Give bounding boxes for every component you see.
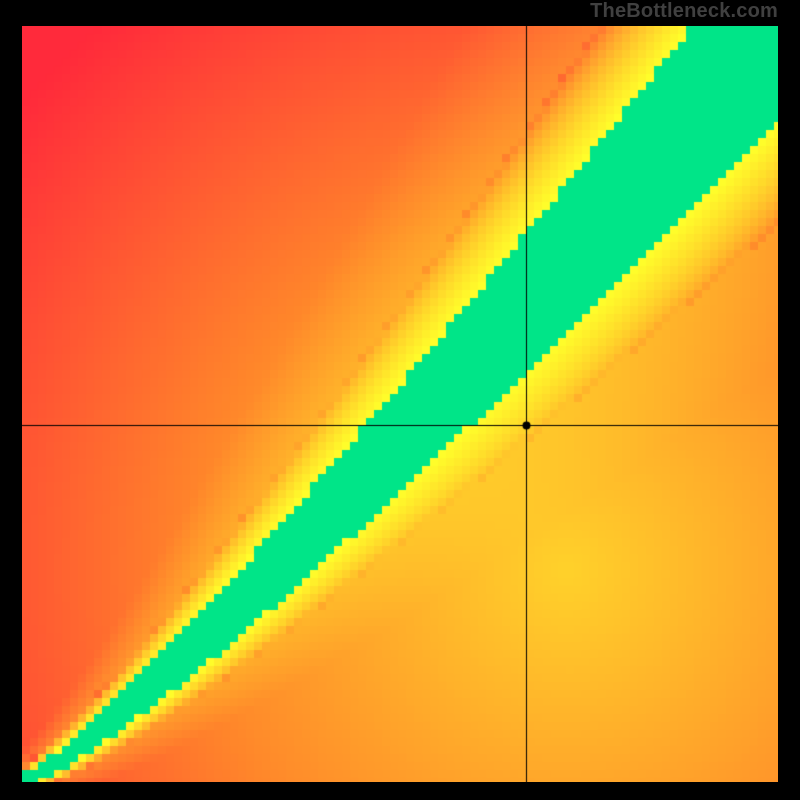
bottleneck-heatmap — [22, 26, 778, 782]
watermark-text: TheBottleneck.com — [590, 0, 778, 23]
chart-container: { "watermark": { "text": "TheBottleneck.… — [0, 0, 800, 800]
